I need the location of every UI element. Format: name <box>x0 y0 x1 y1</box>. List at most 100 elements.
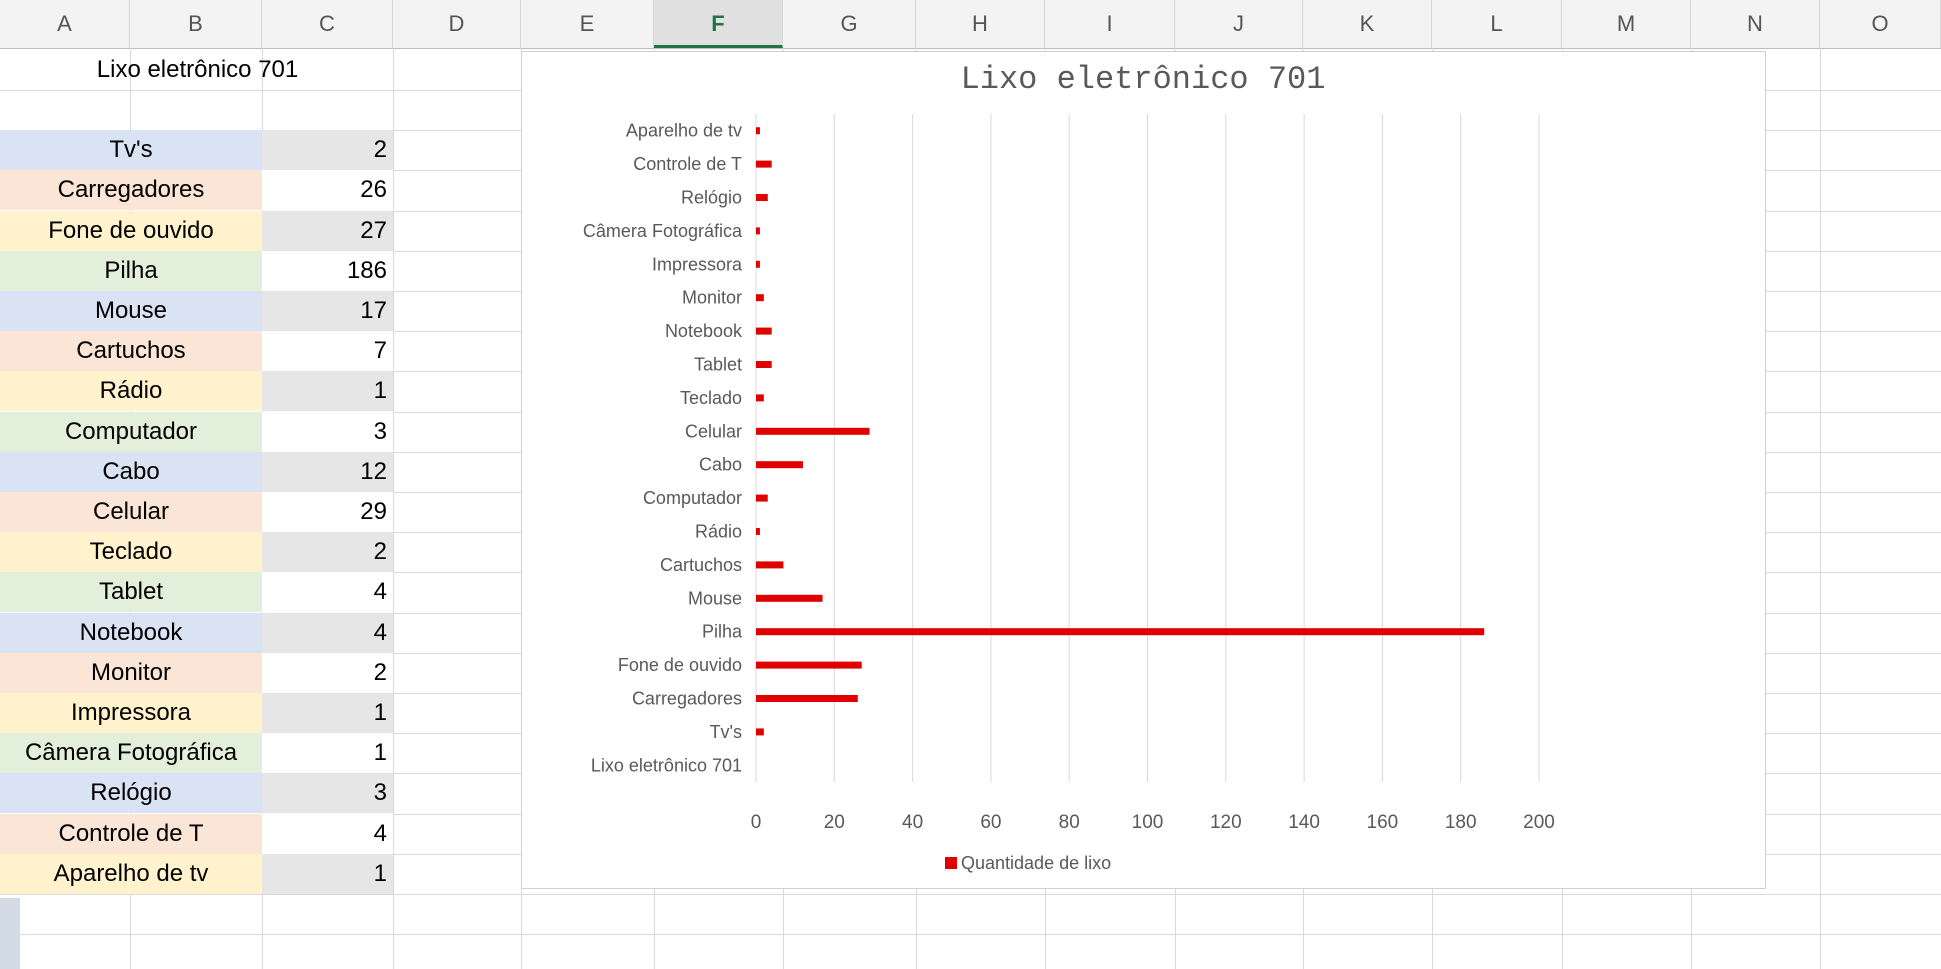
item-value-cell[interactable]: 26 <box>262 170 393 210</box>
item-value-cell[interactable]: 27 <box>262 211 393 251</box>
column-header-j[interactable]: J <box>1175 0 1303 48</box>
item-label-cell[interactable]: Tv's <box>0 130 262 170</box>
item-value-cell[interactable]: 1 <box>262 733 393 773</box>
y-tick-label: Relógio <box>681 188 742 208</box>
item-label-cell[interactable]: Câmera Fotográfica <box>0 733 262 773</box>
bar <box>756 227 760 235</box>
bar <box>756 294 764 302</box>
column-header-n[interactable]: N <box>1691 0 1820 48</box>
item-value-cell[interactable]: 12 <box>262 452 393 492</box>
item-value-cell[interactable]: 4 <box>262 814 393 854</box>
x-tick-label: 120 <box>1210 812 1242 833</box>
column-header-f[interactable]: F <box>654 0 783 48</box>
bar <box>756 427 870 435</box>
item-label-cell[interactable]: Mouse <box>0 291 262 331</box>
item-value-cell[interactable]: 2 <box>262 653 393 693</box>
column-header-m[interactable]: M <box>1562 0 1691 48</box>
item-value-cell[interactable]: 1 <box>262 854 393 894</box>
item-value-cell[interactable]: 4 <box>262 613 393 653</box>
row-gridline <box>0 934 1941 935</box>
y-tick-label: Aparelho de tv <box>626 121 742 141</box>
column-gridline <box>1820 48 1821 969</box>
item-value-cell[interactable]: 3 <box>262 773 393 813</box>
chart-svg: Lixo eletrônico 701 0 20 40 60 80 100 120 140 160… <box>583 61 1555 873</box>
item-value-cell[interactable]: 17 <box>262 291 393 331</box>
x-tick-label: 60 <box>980 812 1001 833</box>
sheet-title[interactable]: Lixo eletrônico 701 <box>96 56 299 83</box>
column-header-l[interactable]: L <box>1432 0 1562 48</box>
item-value-cell[interactable]: 1 <box>262 371 393 411</box>
bar <box>756 661 862 669</box>
column-header-i[interactable]: I <box>1045 0 1175 48</box>
item-label-cell[interactable]: Computador <box>0 412 262 452</box>
y-tick-label: Controle de T <box>633 154 742 174</box>
bar <box>756 127 760 135</box>
column-header-g[interactable]: G <box>783 0 916 48</box>
bar <box>756 728 764 736</box>
column-header-o[interactable]: O <box>1820 0 1941 48</box>
item-value-cell[interactable]: 3 <box>262 412 393 452</box>
x-tick-label: 160 <box>1367 812 1399 833</box>
item-value-cell[interactable]: 2 <box>262 130 393 170</box>
bar <box>756 260 760 268</box>
y-tick-label: Lixo eletrônico 701 <box>591 755 742 775</box>
bar <box>756 561 784 569</box>
legend-swatch <box>945 857 957 869</box>
x-tick-label: 200 <box>1523 812 1555 833</box>
column-header-d[interactable]: D <box>393 0 521 48</box>
y-tick-label: Fone de ouvido <box>618 655 742 675</box>
bar <box>756 594 823 602</box>
item-label-cell[interactable]: Cabo <box>0 452 262 492</box>
item-label-cell[interactable]: Relógio <box>0 773 262 813</box>
item-label-cell[interactable]: Pilha <box>0 251 262 291</box>
y-tick-label: Computador <box>643 488 742 508</box>
item-value-cell[interactable]: 2 <box>262 532 393 572</box>
item-label-cell[interactable]: Controle de T <box>0 814 262 854</box>
item-value-cell[interactable]: 7 <box>262 331 393 371</box>
column-header-h[interactable]: H <box>916 0 1045 48</box>
bar <box>756 695 858 702</box>
bar <box>756 327 772 335</box>
y-tick-label: Cabo <box>699 455 742 475</box>
column-header-c[interactable]: C <box>262 0 393 48</box>
item-label-cell[interactable]: Teclado <box>0 532 262 572</box>
item-label-cell[interactable]: Tablet <box>0 572 262 612</box>
item-label-cell[interactable]: Rádio <box>0 371 262 411</box>
y-tick-label: Teclado <box>680 388 742 408</box>
y-tick-label: Pilha <box>702 622 743 642</box>
item-label-cell[interactable]: Fone de ouvido <box>0 211 262 251</box>
bar <box>756 528 760 535</box>
column-header-b[interactable]: B <box>130 0 262 48</box>
item-value-cell[interactable]: 186 <box>262 251 393 291</box>
column-header-k[interactable]: K <box>1303 0 1432 48</box>
item-label-cell[interactable]: Cartuchos <box>0 331 262 371</box>
item-label-cell[interactable]: Notebook <box>0 613 262 653</box>
item-label-cell[interactable]: Impressora <box>0 693 262 733</box>
x-tick-label: 20 <box>824 812 845 833</box>
x-tick-label: 100 <box>1132 812 1164 833</box>
item-value-cell[interactable]: 29 <box>262 492 393 532</box>
y-tick-label: Rádio <box>695 522 742 542</box>
x-tick-label: 40 <box>902 812 923 833</box>
column-header-a[interactable]: A <box>0 0 130 48</box>
bar <box>756 461 803 469</box>
bar <box>756 394 764 402</box>
bar-chart[interactable]: Lixo eletrônico 701 0 20 40 60 80 100 120 140 160… <box>521 51 1766 889</box>
item-value-cell[interactable]: 4 <box>262 572 393 612</box>
item-label-cell[interactable]: Monitor <box>0 653 262 693</box>
x-tick-label: 80 <box>1059 812 1080 833</box>
y-tick-label: Monitor <box>682 288 742 308</box>
item-label-cell[interactable]: Carregadores <box>0 170 262 210</box>
item-label-cell[interactable]: Aparelho de tv <box>0 854 262 894</box>
column-gridline <box>393 48 394 969</box>
y-tick-label: Mouse <box>688 588 742 608</box>
x-tick-label: 180 <box>1445 812 1477 833</box>
legend-label: Quantidade de lixo <box>961 853 1111 873</box>
item-label-cell[interactable]: Celular <box>0 492 262 532</box>
row-gridline <box>0 894 1941 895</box>
column-header-bar <box>0 0 1941 49</box>
column-header-e[interactable]: E <box>521 0 654 48</box>
item-value-cell[interactable]: 1 <box>262 693 393 733</box>
y-tick-label: Tv's <box>710 722 742 742</box>
bar <box>756 160 772 168</box>
